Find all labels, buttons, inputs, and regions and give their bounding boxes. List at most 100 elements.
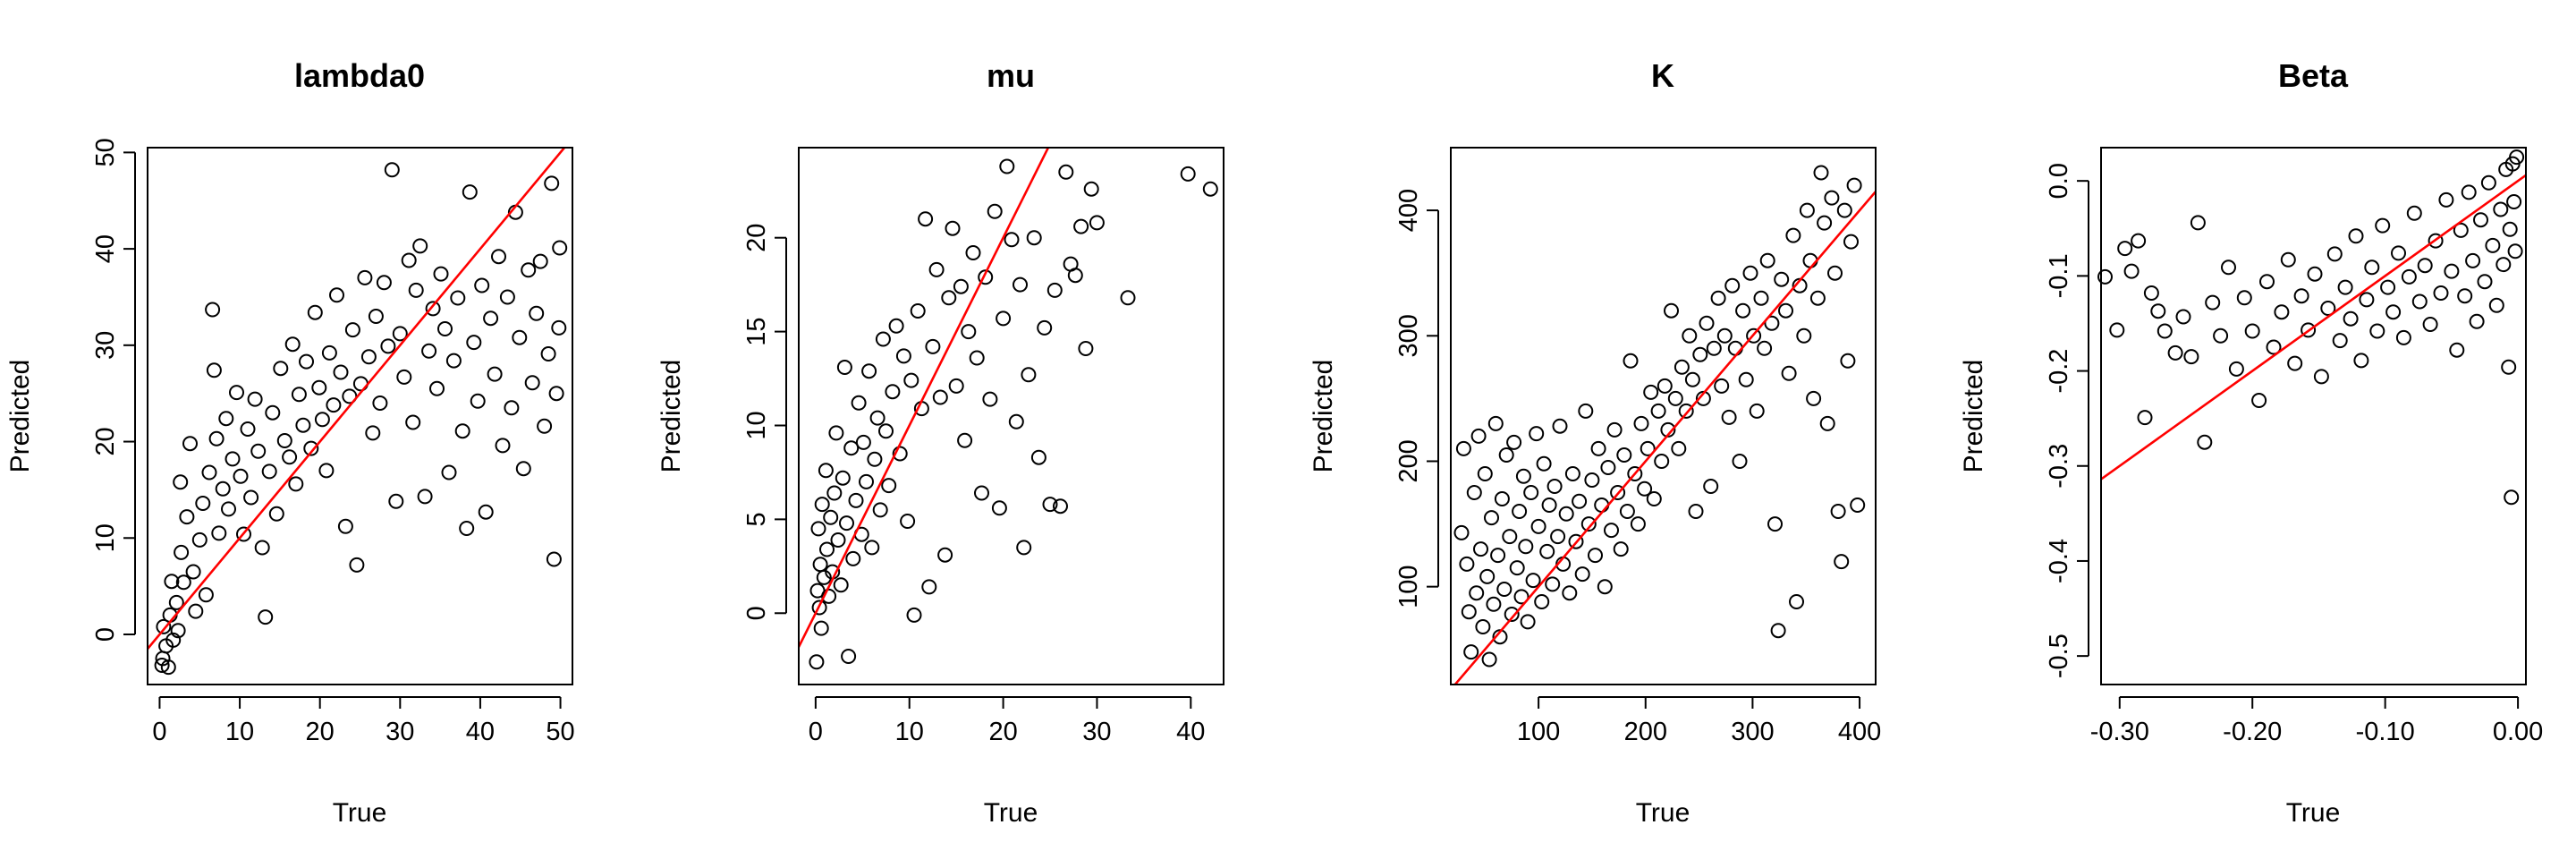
data-point — [1479, 568, 1496, 584]
data-point — [437, 321, 453, 336]
data-point — [932, 389, 948, 405]
data-point — [843, 440, 860, 456]
data-point — [1757, 340, 1773, 356]
data-point — [1684, 371, 1700, 387]
data-point — [1732, 454, 1748, 469]
data-point — [2109, 322, 2125, 338]
data-point — [215, 481, 231, 497]
x-tick-label: 40 — [466, 718, 495, 746]
data-point — [957, 432, 973, 448]
data-point — [1487, 415, 1504, 431]
data-point — [1120, 290, 1136, 306]
data-point — [1799, 202, 1815, 218]
data-point — [1724, 277, 1741, 293]
y-tick-label: 20 — [742, 224, 771, 252]
data-point — [344, 322, 360, 338]
data-point — [1530, 518, 1546, 534]
reference-line — [148, 148, 566, 650]
data-point — [1016, 540, 1032, 556]
data-point — [548, 386, 564, 402]
data-point — [185, 564, 201, 580]
data-point — [2391, 245, 2406, 261]
data-point — [1654, 454, 1670, 469]
x-tick-label: 50 — [546, 718, 574, 746]
data-point — [191, 532, 208, 548]
data-point — [2485, 237, 2501, 253]
chart-title: mu — [987, 57, 1035, 94]
data-point — [2369, 323, 2385, 339]
data-point — [2274, 304, 2290, 320]
x-axis-label: True — [2286, 798, 2341, 828]
data-point — [969, 350, 985, 366]
data-point — [1742, 265, 1758, 281]
data-point — [811, 600, 827, 616]
data-point — [1067, 268, 1083, 284]
data-point — [175, 574, 191, 591]
data-point — [2444, 263, 2460, 279]
data-point — [179, 509, 195, 525]
data-point — [1710, 290, 1726, 306]
data-point — [1539, 543, 1555, 559]
plot-frame — [147, 147, 573, 685]
data-point — [1633, 415, 1649, 431]
data-point — [991, 500, 1007, 516]
data-point — [276, 433, 292, 448]
data-point — [1578, 403, 1594, 419]
data-point — [2307, 266, 2323, 282]
data-point — [333, 364, 349, 380]
data-point — [1753, 290, 1769, 306]
data-point — [2501, 359, 2517, 375]
data-point — [441, 464, 457, 481]
data-point — [869, 410, 886, 426]
data-point — [1562, 585, 1578, 601]
data-point — [1738, 371, 1754, 387]
data-point — [2461, 184, 2477, 200]
data-point — [1572, 493, 1588, 509]
data-point — [835, 470, 851, 486]
data-point — [1584, 472, 1600, 488]
data-point — [182, 436, 198, 452]
data-point — [478, 504, 494, 520]
data-point — [1600, 460, 1616, 475]
data-point — [1646, 491, 1662, 506]
data-point — [2167, 344, 2183, 361]
data-point — [164, 574, 180, 590]
data-point — [2287, 355, 2303, 371]
data-point — [250, 443, 267, 459]
data-point — [999, 158, 1015, 174]
data-point — [170, 623, 186, 639]
data-point — [326, 397, 342, 413]
y-tick-label: 20 — [91, 427, 120, 455]
data-point — [376, 275, 392, 291]
data-point — [2417, 258, 2433, 274]
data-point — [1637, 481, 1653, 497]
data-point — [1770, 623, 1786, 639]
data-point — [1806, 390, 1822, 406]
data-point — [823, 509, 839, 525]
data-point — [1515, 468, 1531, 484]
data-point — [1580, 516, 1597, 532]
data-point — [1523, 485, 1539, 500]
data-point — [810, 521, 826, 537]
data-point — [165, 632, 182, 648]
data-point — [2496, 257, 2512, 273]
data-point — [2326, 246, 2343, 262]
data-point — [2493, 201, 2509, 217]
data-point — [2213, 327, 2229, 344]
panel-K: K True Predicted 100 200 300 400 100 200 300 400 — [1309, 57, 1881, 828]
data-point — [1706, 340, 1722, 356]
data-point — [156, 618, 172, 634]
data-point — [910, 303, 926, 319]
data-point — [329, 287, 344, 303]
data-point — [2343, 310, 2359, 327]
data-point — [1667, 390, 1683, 406]
data-point — [2143, 285, 2159, 301]
y-tick-label: 15 — [742, 317, 771, 345]
x-tick-label: 400 — [1838, 718, 1881, 746]
data-point — [1470, 428, 1487, 444]
data-point — [233, 468, 249, 484]
data-point — [1843, 234, 1859, 250]
data-point — [1692, 346, 1708, 362]
data-point — [1590, 440, 1606, 456]
data-point — [2406, 205, 2422, 221]
